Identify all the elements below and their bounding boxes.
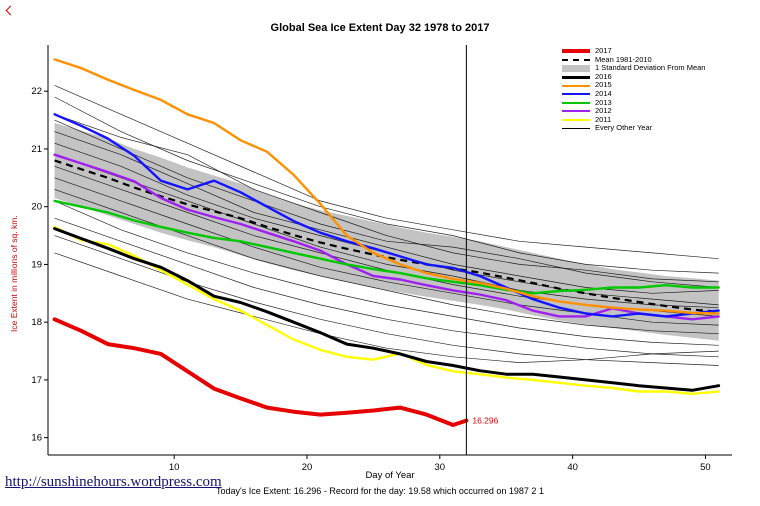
legend-item: 2015 — [562, 81, 705, 90]
x-tick-label: 50 — [700, 462, 711, 473]
series-2014-line — [53, 113, 720, 318]
every-other-year-line — [54, 131, 719, 294]
every-other-year-line — [54, 217, 719, 355]
legend-item: Every Other Year — [562, 124, 705, 133]
series-2011-line — [53, 225, 720, 395]
series-2012-line — [53, 153, 720, 321]
series-2013-line — [53, 199, 720, 295]
every-other-year-line — [54, 96, 719, 274]
footer-link[interactable]: http://sunshinehours.wordpress.com — [5, 474, 222, 490]
y-axis-label: Ice Extent in millions of sq. km. — [9, 215, 19, 332]
legend-swatch-line — [562, 93, 590, 96]
legend-label: 2014 — [595, 88, 612, 98]
legend-item: 2012 — [562, 107, 705, 116]
y-tick-label: 19 — [31, 259, 42, 270]
legend: 2017 Mean 1981-2010 1 Standard Deviation F… — [562, 46, 705, 133]
footer-subtitle: Today's Ice Extent: 16.296 - Record for … — [216, 486, 544, 496]
legend-swatch-line — [562, 49, 590, 54]
std-dev-band — [54, 123, 719, 341]
legend-item: 2011 — [562, 114, 705, 125]
y-tick-label: 20 — [31, 202, 42, 213]
legend-swatch-line — [562, 119, 590, 122]
x-tick-label: 10 — [169, 462, 180, 473]
legend-label: Mean 1981-2010 — [595, 54, 652, 64]
legend-label: Every Other Year — [595, 123, 653, 133]
y-tick-label: 18 — [31, 317, 42, 328]
legend-label: 2017 — [595, 46, 612, 55]
legend-label: 2015 — [595, 80, 612, 90]
legend-item: 1 Standard Deviation From Mean — [562, 64, 705, 73]
legend-label: 2011 — [595, 114, 612, 124]
legend-label: 2016 — [595, 71, 612, 81]
current-extent-annotation: 16.296 — [472, 416, 498, 426]
legend-label: 2012 — [595, 106, 612, 116]
y-tick-label: 16 — [31, 433, 42, 444]
chart-title: Global Sea Ice Extent Day 32 1978 to 201… — [270, 22, 490, 34]
series-2015-line — [53, 58, 720, 315]
every-other-year-line — [54, 113, 719, 283]
legend-item: 2017 — [562, 46, 705, 56]
legend-swatch-line — [562, 101, 590, 104]
x-tick-label: 40 — [567, 462, 578, 473]
legend-swatch-line — [562, 75, 590, 79]
legend-item: 2013 — [562, 97, 705, 108]
legend-item: Mean 1981-2010 — [562, 54, 705, 65]
series-2017-line — [52, 317, 469, 427]
legend-swatch-line — [562, 128, 590, 130]
y-tick-label: 17 — [31, 375, 42, 386]
legend-item: 2014 — [562, 88, 705, 99]
every-other-year-line — [54, 252, 719, 363]
every-other-year-line — [54, 85, 719, 260]
series-2016-line — [53, 227, 721, 392]
y-tick-label: 22 — [31, 86, 42, 97]
legend-label: 1 Standard Deviation From Mean — [595, 63, 706, 73]
legend-swatch-line — [562, 110, 590, 113]
every-other-year-line — [54, 119, 719, 288]
y-tick-label: 21 — [31, 144, 42, 155]
legend-swatch-box — [562, 64, 590, 72]
legend-label: 2013 — [595, 97, 612, 107]
x-tick-label: 30 — [435, 462, 446, 473]
legend-swatch-line — [562, 84, 590, 87]
x-tick-label: 20 — [302, 462, 313, 473]
every-other-year-line — [54, 154, 719, 309]
every-other-year-line — [54, 200, 719, 346]
every-other-year-line — [54, 235, 719, 366]
legend-swatch-dashed — [562, 58, 590, 61]
x-axis-label: Day of Year — [365, 470, 415, 481]
legend-item: 2016 — [562, 71, 705, 82]
